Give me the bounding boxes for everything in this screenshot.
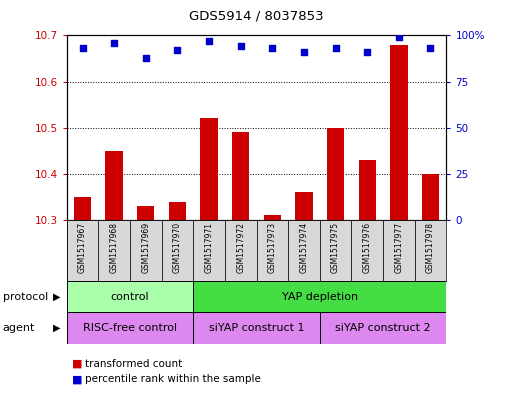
Point [142,54,150,61]
Text: GSM1517977: GSM1517977 [394,222,403,273]
Text: agent: agent [3,323,35,333]
Text: GSM1517972: GSM1517972 [236,222,245,273]
Text: control: control [111,292,149,302]
Point [363,49,371,55]
Text: GSM1517968: GSM1517968 [110,222,119,273]
Bar [256,220,288,281]
Point [268,45,277,51]
Bar [295,193,312,220]
Text: ■: ■ [72,374,82,384]
Bar [193,281,446,312]
Bar [130,220,162,281]
Text: siYAP construct 1: siYAP construct 1 [209,323,304,333]
Text: YAP depletion: YAP depletion [282,292,358,302]
Point [78,45,87,51]
Text: GSM1517970: GSM1517970 [173,222,182,273]
Point [331,45,340,51]
Bar [327,128,344,220]
Text: RISC-free control: RISC-free control [83,323,177,333]
Point [300,49,308,55]
Bar [351,220,383,281]
Text: protocol: protocol [3,292,48,302]
Text: GSM1517976: GSM1517976 [363,222,372,273]
Bar [162,220,193,281]
Point [110,40,118,46]
Bar [415,220,446,281]
Text: transformed count: transformed count [85,358,182,369]
Point [394,34,403,40]
Bar [74,197,91,220]
Point [173,47,182,53]
Text: GDS5914 / 8037853: GDS5914 / 8037853 [189,10,324,23]
Text: GSM1517975: GSM1517975 [331,222,340,273]
Point [205,38,213,44]
Bar [201,119,218,220]
Text: GSM1517974: GSM1517974 [300,222,308,273]
Text: percentile rank within the sample: percentile rank within the sample [85,374,261,384]
Bar [390,44,407,220]
Bar [67,312,193,344]
Bar [320,312,446,344]
Text: ▶: ▶ [53,323,61,333]
Text: GSM1517973: GSM1517973 [268,222,277,273]
Bar [193,220,225,281]
Text: GSM1517971: GSM1517971 [205,222,213,273]
Bar [67,281,193,312]
Point [236,43,245,50]
Bar [359,160,376,220]
Text: ▶: ▶ [53,292,61,302]
Bar [193,312,320,344]
Bar [137,206,154,220]
Bar [383,220,415,281]
Bar [169,202,186,220]
Bar [264,215,281,220]
Bar [106,151,123,220]
Bar [320,220,351,281]
Text: GSM1517978: GSM1517978 [426,222,435,273]
Bar [67,220,98,281]
Bar [232,132,249,220]
Point [426,45,435,51]
Bar [422,174,439,220]
Text: siYAP construct 2: siYAP construct 2 [335,323,431,333]
Bar [225,220,256,281]
Bar [98,220,130,281]
Text: GSM1517969: GSM1517969 [141,222,150,273]
Bar [288,220,320,281]
Text: GSM1517967: GSM1517967 [78,222,87,273]
Text: ■: ■ [72,358,82,369]
